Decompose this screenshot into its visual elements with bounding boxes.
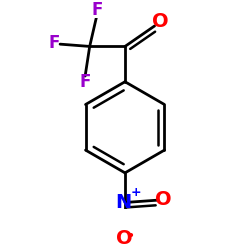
- Text: N: N: [116, 193, 132, 212]
- Text: +: +: [130, 186, 141, 199]
- Text: O: O: [152, 12, 168, 31]
- Text: F: F: [48, 34, 60, 52]
- Text: O: O: [116, 230, 132, 248]
- Text: •: •: [126, 229, 135, 243]
- Text: F: F: [92, 2, 103, 20]
- Text: F: F: [80, 74, 91, 92]
- Text: O: O: [155, 190, 172, 209]
